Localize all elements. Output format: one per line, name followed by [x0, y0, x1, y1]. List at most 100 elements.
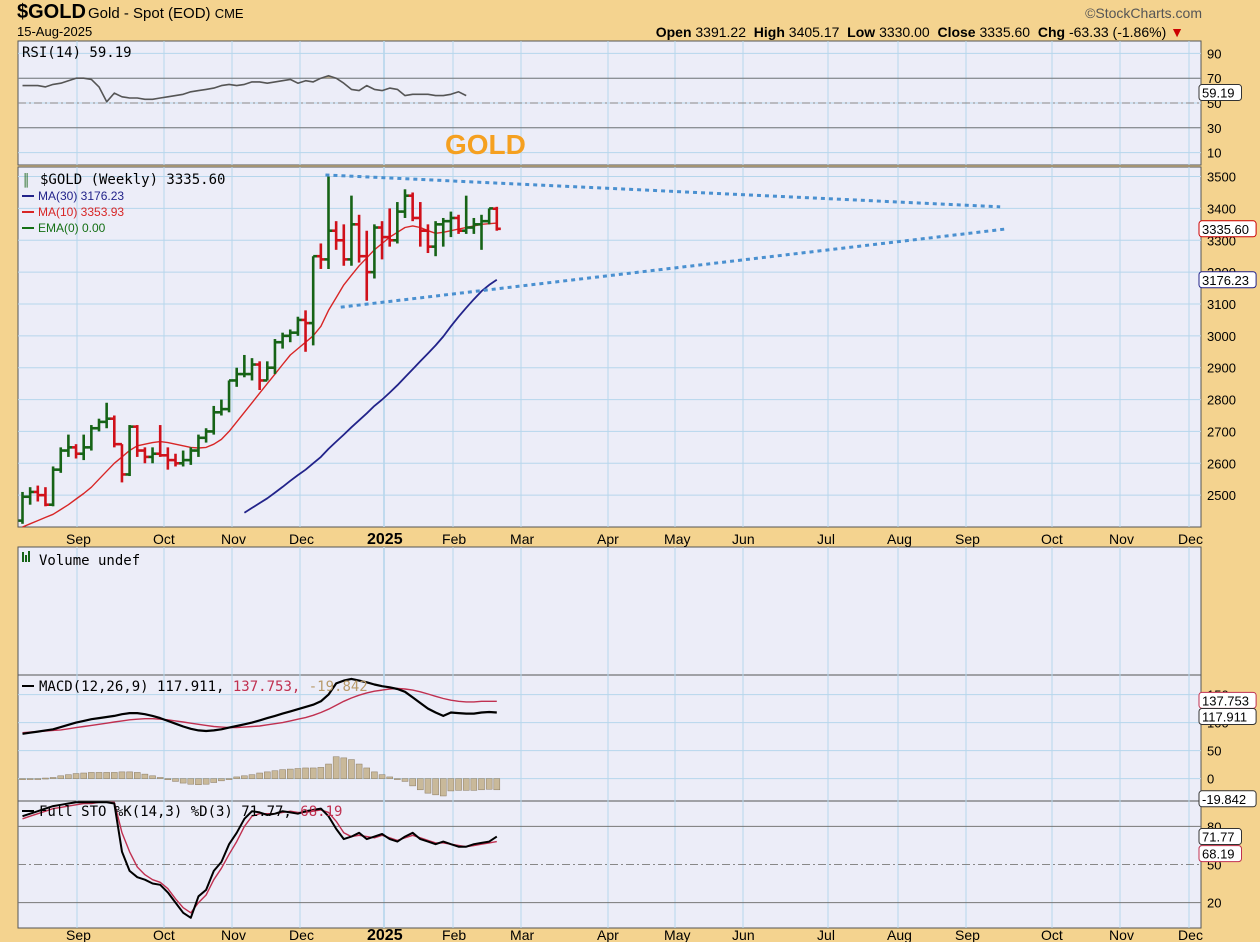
macd-histogram-bar	[432, 778, 439, 796]
macd-histogram-bar	[218, 778, 225, 782]
macd-histogram-bar	[417, 778, 424, 791]
macd-histogram-bar	[95, 772, 103, 779]
x-axis-month-label: Sep	[955, 531, 980, 547]
macd-histogram-bar	[179, 778, 187, 784]
ohlc-bar	[194, 434, 203, 457]
macd-histogram-bar	[485, 778, 493, 790]
open-value: 3391.22	[695, 24, 746, 40]
sto-tick-label: 20	[1207, 896, 1221, 911]
rsi-tick-label: 30	[1207, 121, 1221, 136]
macd-histogram-bar	[149, 775, 156, 779]
ohlc-bar	[393, 202, 402, 244]
macd-histogram-bar	[279, 769, 286, 779]
macd-tick-label: 0	[1207, 772, 1214, 787]
macd-histogram-bar	[264, 771, 271, 779]
macd-histogram-bar	[332, 756, 340, 779]
sto-d-value-label-box	[1198, 845, 1242, 863]
ohlc-bar	[225, 379, 234, 413]
ohlc-bar	[439, 217, 448, 247]
ohlc-bar	[64, 434, 73, 457]
macd-value-label: 117.911	[1202, 710, 1247, 725]
macd-histogram-bar	[42, 777, 49, 780]
ohlc-bar	[232, 367, 241, 387]
ohlc-bar	[179, 450, 188, 467]
x-axis-month-label: Dec	[289, 927, 314, 942]
x-axis-month-label: May	[664, 531, 690, 547]
ohlc-bar	[248, 358, 256, 381]
x-axis-month-label: May	[664, 927, 690, 942]
description-text: Gold - Spot (EOD)	[88, 5, 211, 22]
macd-histogram-bar	[378, 774, 386, 779]
close-price-label-box	[1198, 220, 1257, 238]
macd-histogram-bar	[19, 778, 26, 780]
price-panel	[17, 166, 1202, 528]
ma10-legend: MA(10) 3353.93	[38, 205, 124, 219]
ohlc-bar	[209, 405, 218, 435]
ohlc-bar	[355, 214, 364, 263]
ema-legend: EMA(0) 0.00	[38, 221, 106, 235]
symbol-description: Gold - Spot (EOD) CME	[88, 5, 244, 22]
macd-histogram-bar	[470, 778, 478, 791]
macd-signal-value-label: 137.753	[1202, 693, 1249, 708]
x-axis-month-label: Dec	[289, 531, 314, 547]
macd-histogram-bar	[111, 772, 118, 779]
macd-histogram-bar	[225, 778, 233, 780]
x-axis-month-label: Oct	[1041, 531, 1063, 547]
macd-histogram-bar	[478, 778, 485, 791]
ohlc-bar	[163, 447, 172, 470]
close-value: 3335.60	[979, 24, 1031, 40]
ohlc-bar	[347, 195, 356, 266]
macd-histogram-bar	[80, 772, 87, 779]
ohlc-bar	[148, 447, 157, 464]
price-tick-label: 2500	[1207, 488, 1236, 503]
ohlc-bar	[370, 224, 379, 279]
rsi-tick-label: 10	[1207, 146, 1221, 161]
ohlc-bar	[117, 442, 126, 483]
ohlc-bar	[102, 402, 111, 429]
price-tick-label: 3500	[1207, 170, 1236, 185]
ohlc-bar	[217, 399, 226, 416]
chg-value: -63.33 (-1.86%)	[1068, 24, 1167, 40]
x-axis-month-label: Nov	[1109, 927, 1134, 942]
macd-value-label-box	[1198, 708, 1257, 726]
macd-histogram-bar	[355, 763, 363, 779]
macd-histogram-bar	[126, 771, 133, 779]
ohlc-bar	[477, 214, 486, 250]
ohlc-readout: Open 3391.22 High 3405.17 Low 3330.00 Cl…	[656, 24, 1184, 40]
volume-bars-icon	[28, 551, 30, 562]
x-axis-month-label: Aug	[887, 927, 912, 942]
ohlc-bar	[492, 206, 501, 231]
volume-bars-icon	[22, 552, 24, 562]
x-axis-month-label: Oct	[153, 531, 175, 547]
macd-histogram-bar	[49, 777, 57, 779]
macd-histogram-bar	[294, 768, 302, 779]
gold-annotation: GOLD	[445, 129, 526, 160]
ohlc-bar	[56, 447, 65, 473]
ohlc-bar	[378, 221, 387, 260]
macd-histogram-bar	[202, 778, 210, 785]
macd-histogram-bar	[210, 778, 217, 783]
price-tick-label: 3100	[1207, 297, 1236, 312]
macd-histogram-bar	[118, 771, 126, 779]
brand-logo[interactable]: ©StockCharts.com	[1085, 5, 1202, 21]
ma30-price-label: 3176.23	[1202, 273, 1249, 288]
high-label: High	[753, 24, 785, 40]
macd-histogram-bar	[409, 778, 416, 787]
x-axis-month-label: Dec	[1178, 531, 1203, 547]
macd-histogram-bar	[317, 767, 325, 779]
macd-histogram-bar	[256, 772, 263, 779]
ohlc-bar	[423, 224, 432, 254]
rsi-value-label: 59.19	[1202, 86, 1235, 101]
price-tick-label: 2800	[1207, 393, 1236, 408]
x-axis-month-label: Nov	[1109, 531, 1134, 547]
sto-k-line	[22, 801, 498, 919]
price-tick-label: 3400	[1207, 201, 1236, 216]
x-axis-month-label: Jul	[817, 531, 835, 547]
macd-histogram-bar	[134, 772, 141, 779]
x-axis-month-label: Sep	[66, 531, 91, 547]
vol-panel	[17, 546, 1202, 676]
macd-histogram-bar	[455, 778, 462, 791]
ohlc-bar	[95, 418, 103, 432]
symbol-title: $GOLD	[17, 1, 86, 23]
x-axis-month-label: Nov	[221, 531, 246, 547]
